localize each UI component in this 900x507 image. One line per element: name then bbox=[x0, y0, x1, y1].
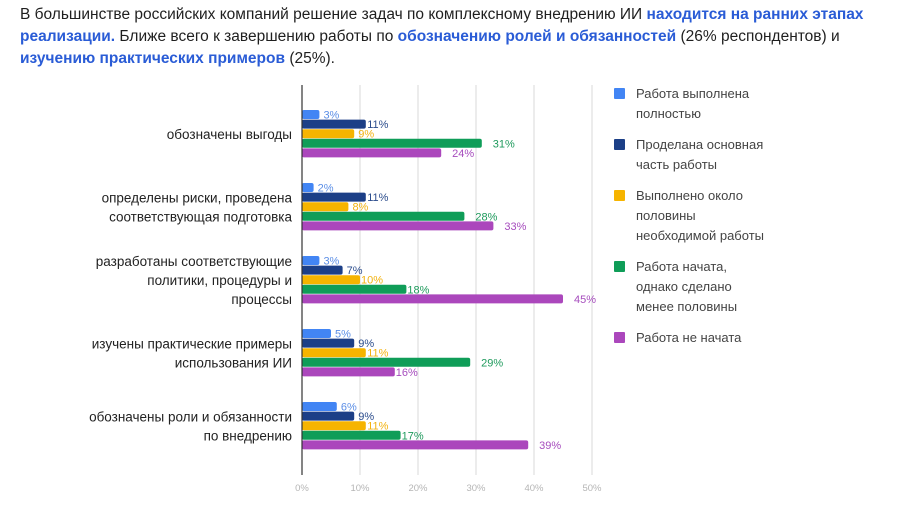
category-label: по внедрению bbox=[204, 429, 292, 444]
category-label: политики, процедуры и bbox=[147, 273, 292, 288]
data-label: 9% bbox=[358, 129, 374, 141]
legend-swatch-icon bbox=[614, 332, 625, 343]
bar bbox=[302, 275, 360, 285]
data-label: 9% bbox=[358, 338, 374, 350]
x-tick-label: 40% bbox=[524, 483, 544, 494]
bar bbox=[302, 129, 355, 139]
category-label: соответствующая подготовка bbox=[109, 210, 292, 225]
legend-label: Проделана основная bbox=[636, 137, 764, 152]
bar bbox=[302, 211, 465, 221]
data-label: 45% bbox=[574, 294, 596, 306]
legend-label: Работа не начата bbox=[636, 330, 742, 345]
legend-label: необходимой работы bbox=[636, 228, 764, 243]
bar bbox=[302, 329, 331, 338]
legend-item: Выполнено около половины необходимой работ… bbox=[614, 186, 814, 246]
legend-label: часть работы bbox=[636, 157, 717, 172]
data-label: 3% bbox=[323, 110, 339, 122]
intro-text-2: Ближе всего к завершению работы по bbox=[115, 28, 398, 45]
legend-swatch-icon bbox=[614, 261, 625, 272]
bar bbox=[302, 119, 366, 129]
bar bbox=[302, 402, 337, 411]
data-label: 7% bbox=[347, 265, 363, 277]
bar bbox=[302, 294, 563, 304]
intro-highlight-roles: обозначению ролей и обязанностей bbox=[397, 28, 677, 45]
intro-highlight-examples: изучению практических примеров bbox=[20, 50, 286, 67]
bar bbox=[302, 284, 407, 294]
data-label: 3% bbox=[323, 256, 339, 268]
bar bbox=[302, 221, 494, 231]
legend-label: менее половины bbox=[636, 299, 738, 314]
intro-paragraph: В большинстве российских компаний решени… bbox=[20, 4, 890, 70]
data-label: 24% bbox=[452, 148, 474, 160]
intro-text-3: (26% респондентов) и bbox=[676, 28, 840, 45]
data-label: 11% bbox=[367, 421, 388, 433]
data-label: 39% bbox=[539, 440, 561, 452]
intro-highlight-early-stages: находится на ранних этапах реализации. bbox=[20, 6, 864, 45]
bar bbox=[302, 202, 349, 212]
x-tick-label: 20% bbox=[408, 483, 428, 494]
data-label: 6% bbox=[341, 402, 357, 414]
chart-legend: Работа выполнена полностью Проделана основ… bbox=[614, 84, 814, 359]
bar bbox=[302, 440, 529, 450]
legend-label: Работа начата, bbox=[636, 259, 727, 274]
bar bbox=[302, 192, 366, 202]
data-label: 8% bbox=[352, 202, 368, 214]
legend-label: Выполнено около bbox=[636, 188, 743, 203]
data-label: 29% bbox=[481, 357, 503, 369]
data-label: 11% bbox=[367, 348, 388, 360]
legend-swatch-icon bbox=[614, 139, 625, 150]
legend-label: однако сделано bbox=[636, 279, 732, 294]
legend-item: Работа выполнена полностью bbox=[614, 84, 814, 124]
x-tick-label: 50% bbox=[582, 483, 602, 494]
bar bbox=[302, 348, 366, 358]
legend-item: Работа начата, однако сделано менее полови… bbox=[614, 257, 814, 317]
intro-text-4: (25%). bbox=[285, 50, 335, 67]
bar bbox=[302, 411, 355, 421]
bar bbox=[302, 256, 320, 265]
intro-text-1: В большинстве российских компаний решени… bbox=[20, 6, 647, 23]
x-tick-label: 0% bbox=[295, 483, 309, 494]
bar bbox=[302, 148, 442, 158]
bar bbox=[302, 338, 355, 348]
category-label: процессы bbox=[231, 292, 292, 307]
data-label: 18% bbox=[407, 284, 429, 296]
bar bbox=[302, 357, 471, 367]
bar bbox=[302, 265, 343, 275]
data-label: 9% bbox=[358, 411, 374, 423]
data-label: 10% bbox=[361, 275, 383, 287]
legend-swatch-icon bbox=[614, 88, 625, 99]
bar bbox=[302, 183, 314, 192]
category-label: использования ИИ bbox=[175, 356, 292, 371]
data-label: 5% bbox=[335, 329, 351, 341]
category-label: определены риски, проведена bbox=[102, 191, 293, 206]
legend-label: половины bbox=[636, 208, 696, 223]
x-tick-label: 10% bbox=[350, 483, 370, 494]
data-label: 11% bbox=[367, 192, 388, 204]
x-tick-label: 30% bbox=[466, 483, 486, 494]
data-label: 2% bbox=[318, 183, 334, 195]
data-label: 28% bbox=[475, 211, 497, 223]
category-label: обозначены выгоды bbox=[167, 127, 292, 142]
legend-swatch-icon bbox=[614, 190, 625, 201]
category-label: обозначены роли и обязанности bbox=[89, 410, 292, 425]
data-label: 31% bbox=[493, 138, 515, 150]
legend-item: Проделана основная часть работы bbox=[614, 135, 814, 175]
legend-label: Работа выполнена bbox=[636, 86, 750, 101]
bar bbox=[302, 430, 401, 440]
bar bbox=[302, 367, 395, 377]
category-label: разработаны соответствующие bbox=[96, 254, 292, 269]
bar bbox=[302, 110, 320, 119]
data-label: 33% bbox=[504, 221, 526, 233]
legend-label: полностью bbox=[636, 106, 701, 121]
category-label: изучены практические примеры bbox=[92, 337, 292, 352]
bar bbox=[302, 421, 366, 431]
legend-item: Работа не начата bbox=[614, 328, 814, 348]
bar bbox=[302, 138, 482, 148]
data-label: 17% bbox=[402, 430, 424, 442]
data-label: 11% bbox=[367, 119, 388, 131]
data-label: 16% bbox=[396, 367, 418, 379]
